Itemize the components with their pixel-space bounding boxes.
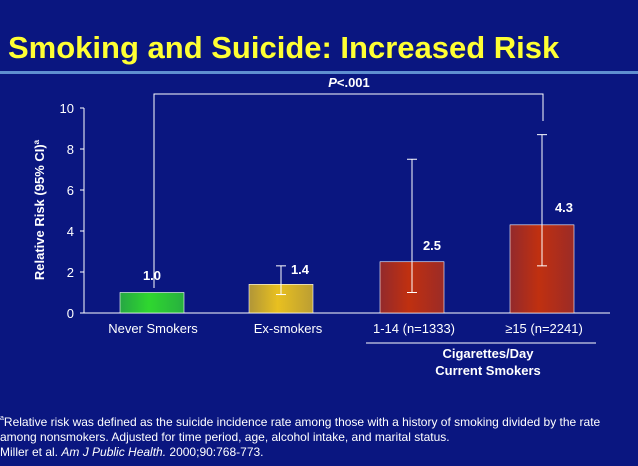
footnote-marker: a [0,415,4,422]
footnote-text: Relative risk was defined as the suicide… [0,415,601,444]
citation: Miller et al. Am J Public Health. 2000;9… [0,445,636,460]
citation-author: Miller et al. [0,445,59,459]
significance-bracket [153,93,544,288]
y-tick-label: 10 [60,101,74,116]
slide-title: Smoking and Suicide: Increased Risk [8,30,560,65]
value-label-1-14: 2.5 [423,238,441,253]
footnote: aRelative risk was defined as the suicid… [0,415,636,460]
bars-group [119,224,575,314]
citation-journal: Am J Public Health. [61,445,167,459]
group-label-current-smokers: Current Smokers [435,363,540,378]
citation-rest: 2000;90:768-773. [166,445,264,459]
title-underline [0,71,638,74]
relative-risk-bar-chart: Relative Risk (95% CI)a 0 2 4 6 8 10 1.0… [32,75,610,378]
category-label-ex-smokers: Ex-smokers [254,321,323,336]
y-tick-label: 0 [67,306,74,321]
y-tick-label: 6 [67,183,74,198]
y-tick-group: 0 2 4 6 8 10 [60,101,74,321]
footnote-definition: aRelative risk was defined as the suicid… [0,415,636,445]
y-axis-title: Relative Risk (95% CI)a [32,139,47,280]
significance-label: P<.001 [328,75,370,90]
y-tick-label: 8 [67,142,74,157]
y-tick-label: 4 [67,224,74,239]
error-bars-group [276,134,547,296]
y-tick-marks [80,107,84,314]
bar-never-smokers [119,292,185,314]
y-tick-label: 2 [67,265,74,280]
value-label-15-plus: 4.3 [555,200,573,215]
category-label-15-plus: ≥15 (n=2241) [505,321,583,336]
category-label-never-smokers: Never Smokers [108,321,198,336]
value-label-never-smokers: 1.0 [143,268,161,283]
group-label-cigarettes-day: Cigarettes/Day [442,346,534,361]
category-label-1-14: 1-14 (n=1333) [373,321,455,336]
value-label-ex-smokers: 1.4 [291,262,310,277]
